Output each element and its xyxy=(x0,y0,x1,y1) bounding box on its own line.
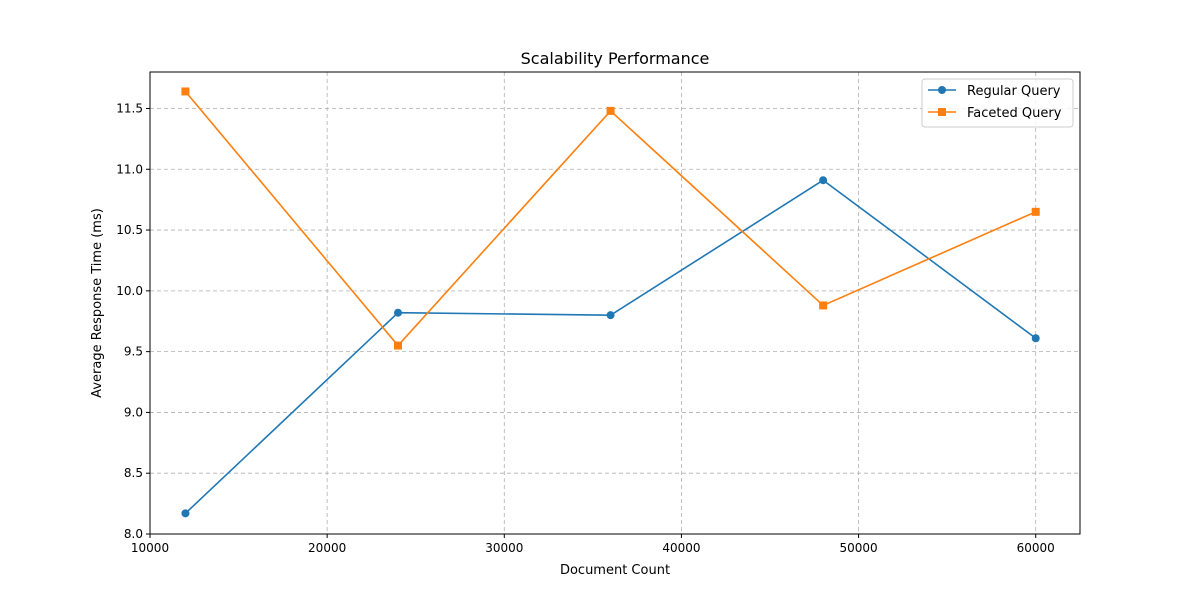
legend: Regular Query Faceted Query xyxy=(921,78,1074,128)
y-axis-label: Average Response Time (ms) xyxy=(90,208,105,398)
legend-label-faceted-query: Faceted Query xyxy=(967,106,1062,121)
data-point-faceted-query xyxy=(1031,207,1040,216)
y-tick-label: 10.5 xyxy=(116,223,143,237)
x-tick-label: 50000 xyxy=(839,541,877,555)
x-tick-label: 40000 xyxy=(662,541,700,555)
legend-marker-regular-query xyxy=(938,86,946,94)
y-tick-label: 11.0 xyxy=(116,162,143,176)
data-point-faceted-query xyxy=(819,301,828,310)
data-point-regular-query xyxy=(181,509,190,518)
x-tick-label: 30000 xyxy=(485,541,523,555)
legend-label-regular-query: Regular Query xyxy=(967,84,1061,99)
data-point-regular-query xyxy=(606,311,615,320)
x-tick-label: 60000 xyxy=(1017,541,1055,555)
x-axis-label: Document Count xyxy=(560,563,670,578)
y-tick-label: 10.0 xyxy=(116,284,143,298)
data-point-faceted-query xyxy=(394,341,402,350)
data-point-faceted-query xyxy=(181,87,190,96)
series-layer xyxy=(181,87,1040,518)
x-tick-label: 20000 xyxy=(308,541,346,555)
data-point-regular-query xyxy=(394,308,402,317)
legend-marker-faceted-query xyxy=(938,108,946,116)
y-tick-label: 9.0 xyxy=(124,405,143,419)
grid xyxy=(149,72,1080,535)
y-tick-label: 11.5 xyxy=(116,101,143,115)
data-point-regular-query xyxy=(1031,334,1040,343)
data-point-faceted-query xyxy=(606,106,615,115)
ticks: 10000 20000 30000 40000 50000 60000 8.0 8.5 9.0 9… xyxy=(116,101,1055,555)
plot-frame xyxy=(149,71,1081,535)
legend-box xyxy=(921,78,1074,128)
y-tick-label: 8.5 xyxy=(124,466,143,480)
chart-title: Scalability Performance xyxy=(521,49,710,68)
data-point-regular-query xyxy=(819,176,828,185)
x-tick-label: 10000 xyxy=(131,541,169,555)
y-tick-label: 8.0 xyxy=(124,527,143,541)
y-tick-label: 9.5 xyxy=(124,345,143,359)
